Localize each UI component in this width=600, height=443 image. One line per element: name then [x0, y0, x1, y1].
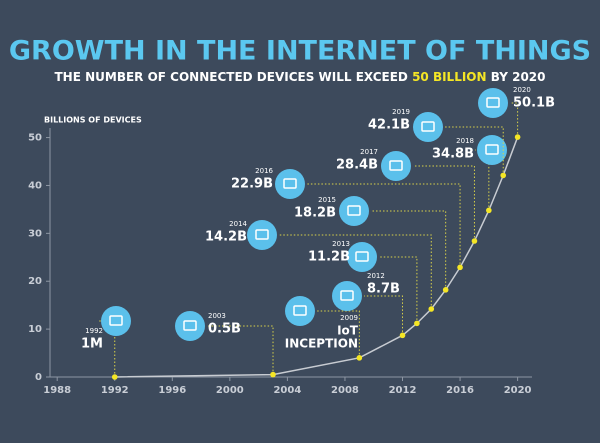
x-tick-label: 2004: [273, 385, 301, 396]
y-tick-label: 20: [28, 276, 42, 287]
device-glyph: [255, 229, 269, 240]
data-point: [486, 207, 492, 214]
value-label: 1M: [81, 337, 103, 352]
device-icon: [101, 306, 131, 336]
x-tick-label: 2008: [331, 385, 359, 396]
value-label: 50.1B: [513, 96, 555, 111]
year-label: 2014: [229, 220, 247, 228]
device-icon: [347, 242, 377, 272]
subtitle-part: BY 2020: [487, 70, 546, 84]
leader-line: [379, 256, 418, 324]
x-tick-label: 1992: [101, 385, 129, 396]
device-icon: [413, 112, 443, 142]
data-point: [356, 355, 363, 361]
data-point: [270, 371, 276, 378]
value-label: 11.2B: [308, 250, 350, 265]
device-icon: [478, 88, 508, 118]
data-point: [514, 134, 521, 140]
annotation: IoT: [337, 324, 359, 338]
y-tick-label: 40: [28, 180, 42, 191]
device-icon: [175, 311, 205, 341]
device-icon: [247, 220, 277, 250]
year-label: 2009: [340, 314, 358, 322]
x-tick-label: 1996: [158, 385, 186, 396]
x-tick-label: 1988: [43, 385, 71, 396]
device-glyph: [340, 290, 354, 301]
device-glyph: [486, 97, 500, 108]
device-glyph: [183, 320, 197, 331]
device-icon: [381, 151, 411, 181]
value-label: 14.2B: [205, 230, 247, 245]
device-glyph: [347, 205, 361, 216]
x-tick-label: 2000: [216, 385, 244, 396]
y-tick-label: 10: [28, 324, 42, 335]
subtitle-part: THE NUMBER OF CONNECTED DEVICES WILL EXC…: [55, 70, 413, 84]
device-glyph: [293, 305, 307, 316]
value-label: 28.4B: [336, 158, 378, 173]
y-tick-label: 0: [35, 372, 42, 383]
value-label: 8.7B: [367, 282, 400, 297]
year-label: 2020: [513, 86, 531, 94]
device-icon: [285, 296, 315, 326]
year-label: 2017: [360, 148, 378, 156]
year-label: 2016: [255, 167, 273, 175]
device-icon: [275, 169, 305, 199]
subtitle-highlight: 50 BILLION: [412, 70, 487, 84]
data-point: [414, 320, 420, 327]
year-label: 1992: [85, 327, 103, 335]
chart-subtitle: THE NUMBER OF CONNECTED DEVICES WILL EXC…: [55, 70, 546, 84]
data-point: [500, 172, 507, 179]
leader-line: [99, 320, 116, 377]
y-tick-label: 50: [28, 133, 42, 144]
device-glyph: [389, 160, 403, 171]
leader-line: [279, 234, 432, 310]
device-glyph: [355, 251, 369, 262]
leader-line: [364, 295, 404, 336]
x-tick-label: 2012: [389, 385, 417, 396]
year-label: 2013: [332, 240, 350, 248]
value-label: 0.5B: [208, 322, 241, 337]
leader-line: [317, 310, 360, 358]
growth-line: [114, 136, 519, 378]
y-axis-title: BILLIONS OF DEVICES: [44, 116, 142, 125]
leader-line: [510, 102, 519, 138]
data-point: [111, 374, 118, 380]
data-point: [428, 306, 435, 312]
y-tick-label: 30: [28, 228, 42, 239]
device-glyph: [421, 121, 435, 132]
data-point: [442, 287, 449, 293]
year-label: 2015: [318, 196, 336, 204]
year-label: 2003: [208, 312, 226, 320]
device-icon: [339, 196, 369, 226]
device-glyph: [485, 144, 499, 155]
annotation: INCEPTION: [285, 337, 358, 351]
device-icon: [332, 281, 362, 311]
device-glyph: [109, 315, 123, 326]
chart-title: GROWTH IN THE INTERNET OF THINGS: [9, 36, 591, 67]
value-label: 18.2B: [294, 206, 336, 221]
data-point: [457, 264, 463, 271]
value-label: 42.1B: [368, 118, 410, 133]
leader-line: [413, 165, 475, 242]
x-tick-label: 2020: [504, 385, 532, 396]
device-icon: [477, 135, 507, 165]
x-tick-label: 2016: [446, 385, 474, 396]
value-label: 34.8B: [432, 147, 474, 162]
year-label: 2019: [392, 108, 410, 116]
data-point: [471, 238, 478, 244]
data-point: [399, 332, 406, 339]
year-label: 2012: [367, 272, 385, 280]
device-glyph: [283, 178, 297, 189]
value-label: 22.9B: [231, 177, 273, 192]
year-label: 2018: [456, 137, 474, 145]
